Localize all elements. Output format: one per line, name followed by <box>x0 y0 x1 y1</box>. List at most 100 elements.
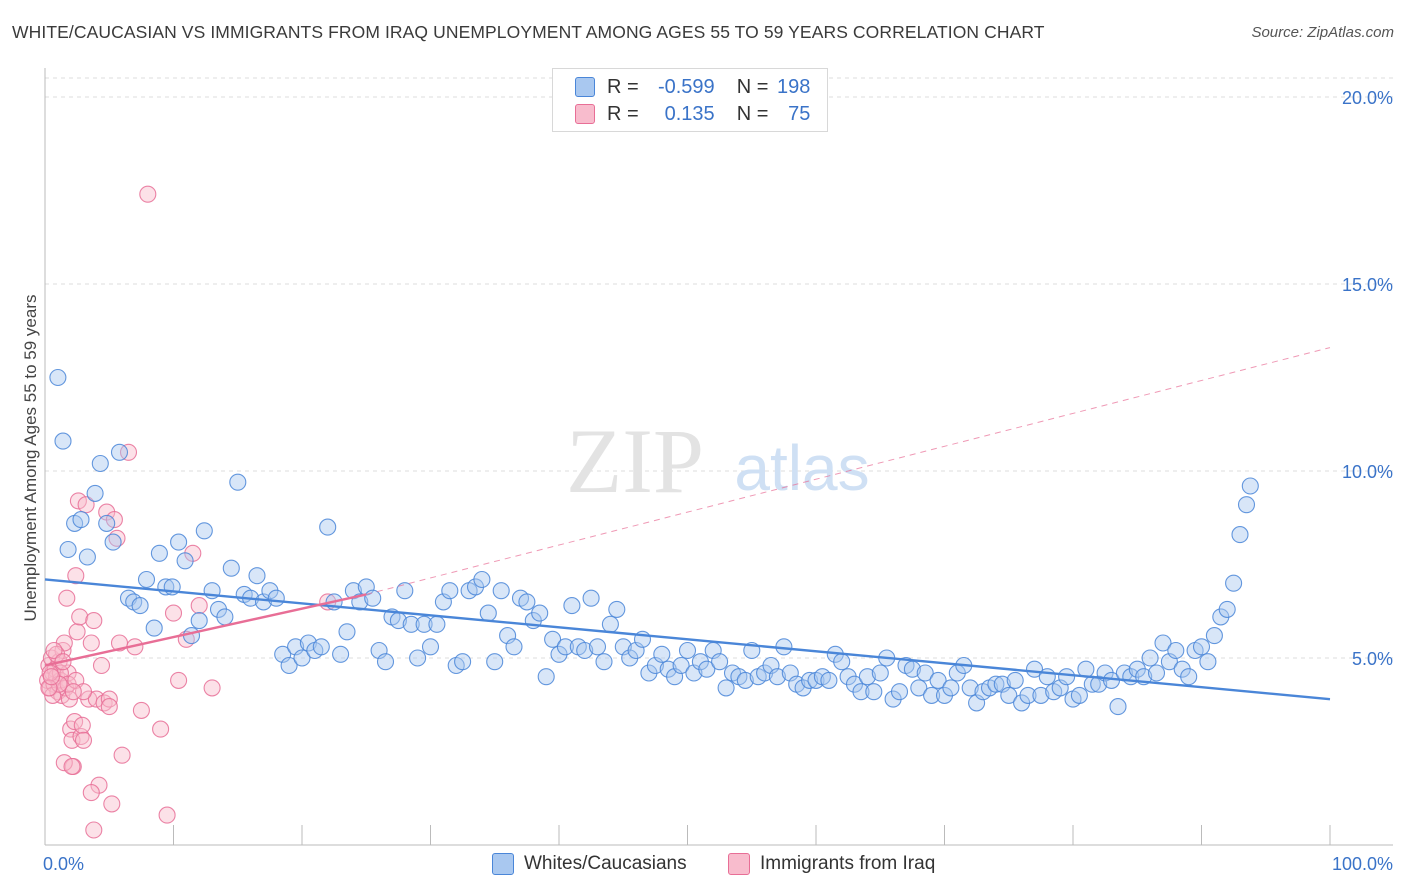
legend-n-value-iraq: 75 <box>788 102 811 125</box>
point-whites <box>479 604 497 622</box>
point-whites <box>91 454 109 473</box>
point-whites <box>1000 686 1018 704</box>
point-whites <box>1225 574 1243 592</box>
point-whites <box>364 589 382 607</box>
point-whites <box>1070 686 1088 704</box>
point-whites <box>987 675 1005 693</box>
legend-n-label: N = <box>736 102 769 125</box>
point-whites <box>86 484 104 502</box>
point-whites <box>1192 638 1211 656</box>
y-tick-label: 15.0% <box>1342 275 1393 295</box>
point-whites <box>910 679 928 697</box>
legend-r-value-whites: -0.599 <box>657 75 715 98</box>
point-iraq <box>85 821 103 839</box>
point-whites <box>601 615 619 633</box>
point-iraq <box>87 690 105 708</box>
watermark-zip: ZIP <box>566 410 704 512</box>
point-whites <box>672 656 690 675</box>
point-whites <box>1032 686 1050 704</box>
point-whites <box>531 604 549 622</box>
point-whites <box>537 668 555 686</box>
point-iraq <box>85 612 103 630</box>
bottom-legend-whites: Whites/Caucasians <box>492 850 687 878</box>
point-iraq <box>74 683 93 701</box>
point-iraq <box>77 496 95 514</box>
trendline-whites <box>44 578 1331 701</box>
point-iraq <box>113 746 131 764</box>
legend-r-label: R = <box>607 102 639 125</box>
point-whites <box>1147 664 1166 682</box>
point-whites <box>871 664 889 682</box>
point-whites <box>916 664 934 682</box>
point-whites <box>582 589 600 607</box>
watermark: ZIP atlas <box>566 410 870 512</box>
point-whites <box>1006 671 1024 689</box>
point-iraq <box>45 641 63 660</box>
point-iraq <box>139 185 157 203</box>
point-whites <box>1241 477 1259 495</box>
point-whites <box>890 683 909 701</box>
point-whites <box>319 518 337 536</box>
point-iraq <box>55 754 73 772</box>
point-whites <box>768 668 786 686</box>
point-whites <box>608 600 626 618</box>
point-whites <box>415 615 433 633</box>
point-whites <box>1231 526 1249 544</box>
point-whites <box>929 671 947 689</box>
point-whites <box>678 641 697 660</box>
bottom-legend-swatch-whites <box>492 853 514 875</box>
legend-r-value-iraq: 0.135 <box>664 102 715 125</box>
point-iraq <box>82 634 100 652</box>
point-whites <box>59 540 77 559</box>
point-whites <box>1180 668 1198 686</box>
point-iraq <box>63 757 81 776</box>
point-whites <box>1237 496 1256 514</box>
point-whites <box>78 548 96 566</box>
point-whites <box>409 649 427 667</box>
point-whites <box>923 686 941 704</box>
point-iraq <box>40 679 58 697</box>
point-iraq <box>100 698 118 716</box>
point-whites <box>104 533 122 551</box>
point-whites <box>1109 698 1127 716</box>
point-whites <box>1218 600 1236 618</box>
trendline-iraq <box>44 593 367 667</box>
point-whites <box>1019 686 1037 704</box>
point-whites <box>54 432 72 450</box>
point-whites <box>505 638 523 656</box>
point-whites <box>137 570 156 589</box>
point-whites <box>248 567 266 585</box>
point-whites <box>942 679 960 697</box>
point-whites <box>833 653 851 671</box>
point-whites <box>312 638 330 656</box>
bottom-legend-swatch-iraq <box>728 853 750 875</box>
point-whites <box>1141 649 1159 667</box>
bottom-legend-label-whites: Whites/Caucasians <box>524 853 687 874</box>
point-whites <box>711 653 729 671</box>
point-whites <box>473 570 491 589</box>
point-whites <box>518 593 536 611</box>
point-whites <box>170 533 188 551</box>
point-whites <box>736 671 754 689</box>
point-whites <box>865 683 883 701</box>
legend-row-whites: R = -0.599 N = 198 <box>575 74 810 100</box>
point-iraq <box>42 668 60 686</box>
point-whites <box>698 660 716 678</box>
point-iraq <box>152 720 170 738</box>
point-whites <box>190 612 208 630</box>
y-tick-label: 20.0% <box>1342 88 1393 108</box>
point-whites <box>1058 668 1076 686</box>
point-iraq <box>82 784 100 802</box>
point-whites <box>563 597 581 615</box>
gridlines <box>45 77 1393 659</box>
point-iraq <box>58 589 76 607</box>
point-whites <box>454 653 472 671</box>
point-whites <box>576 641 594 660</box>
point-iraq <box>119 443 138 461</box>
point-iraq <box>164 604 183 622</box>
point-whites <box>150 544 168 562</box>
legend-r-label: R = <box>607 75 639 98</box>
point-whites <box>293 649 311 667</box>
point-whites <box>1167 641 1185 660</box>
